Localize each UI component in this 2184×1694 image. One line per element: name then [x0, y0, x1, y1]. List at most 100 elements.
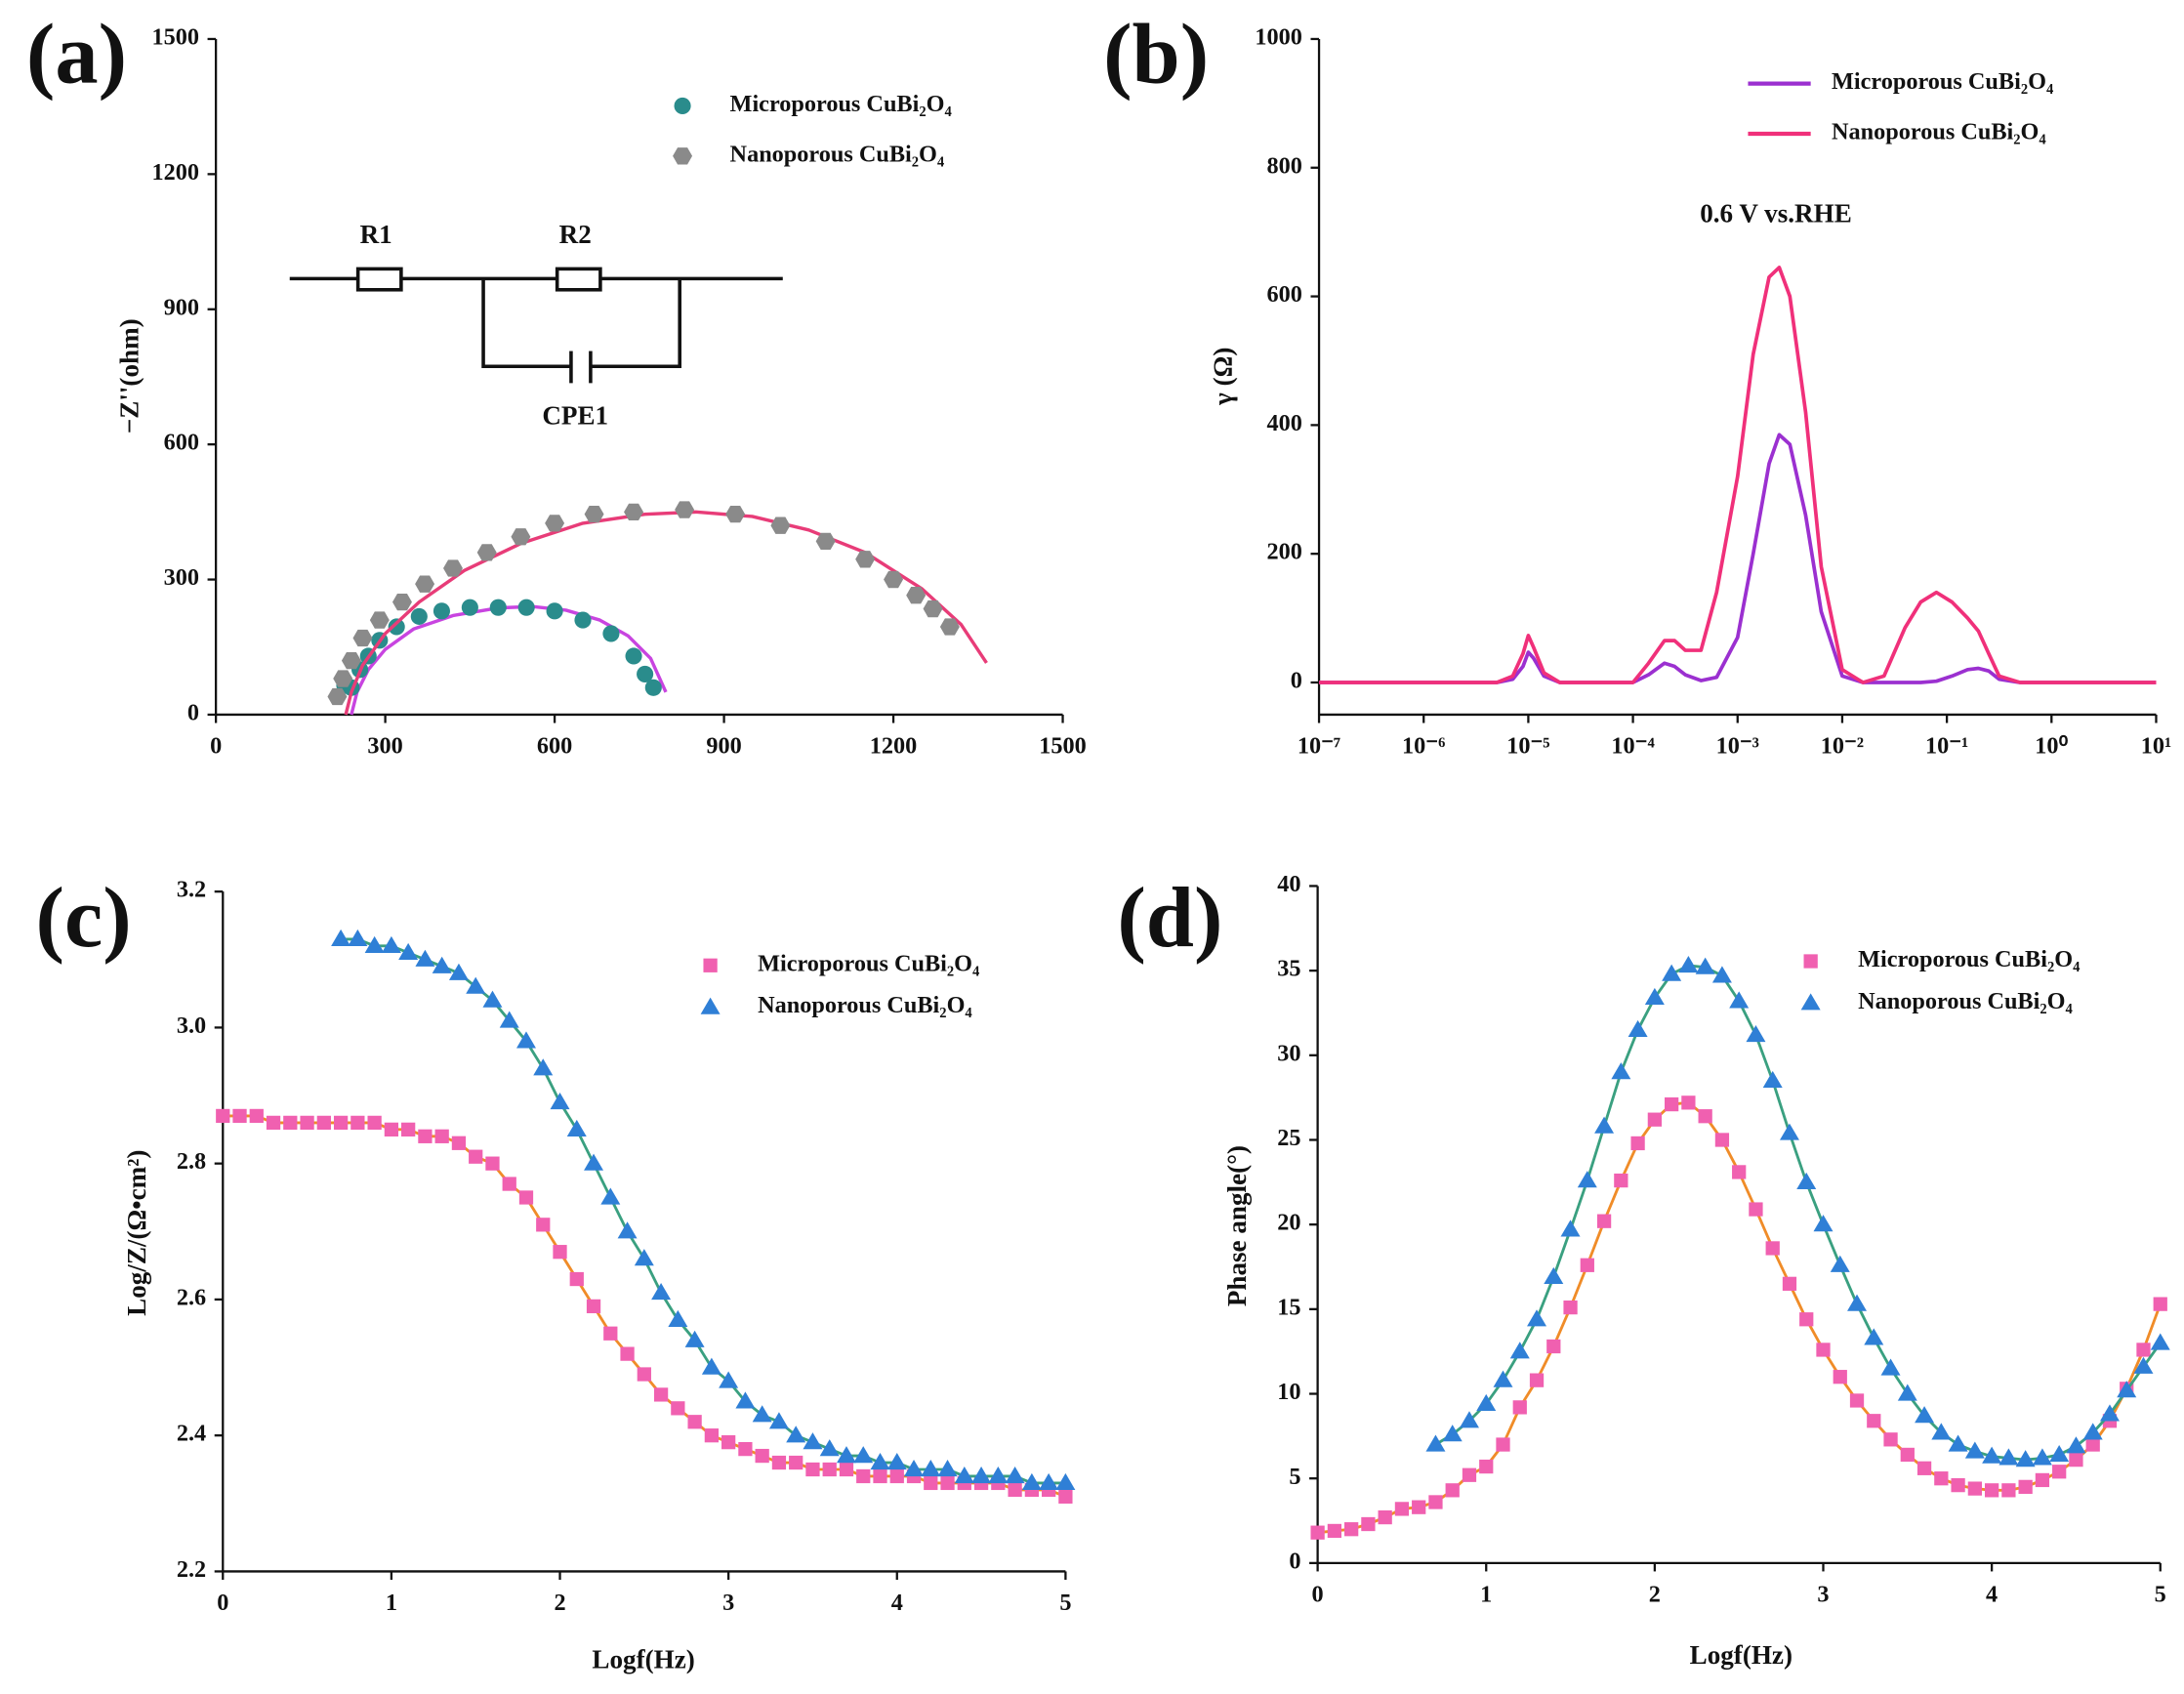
- marker: [482, 990, 503, 1008]
- marker: [432, 956, 452, 973]
- x-tick-label: 4: [1986, 1582, 1998, 1608]
- marker: [499, 1011, 519, 1028]
- marker: [1900, 1447, 1915, 1463]
- marker: [770, 516, 791, 534]
- marker: [433, 602, 451, 620]
- marker: [1967, 1481, 1982, 1496]
- marker: [1762, 1070, 1783, 1088]
- marker: [384, 1122, 399, 1136]
- marker: [855, 551, 876, 568]
- marker: [954, 1466, 974, 1484]
- marker: [517, 599, 535, 616]
- marker: [466, 976, 486, 994]
- marker: [1560, 1219, 1581, 1237]
- marker: [988, 1466, 1009, 1484]
- y-tick-label: 2.6: [177, 1284, 206, 1310]
- marker: [2133, 1356, 2154, 1374]
- marker: [752, 1405, 772, 1423]
- y-tick-label: 2.2: [177, 1556, 206, 1583]
- marker: [1630, 1136, 1645, 1151]
- marker: [1459, 1411, 1479, 1428]
- marker: [904, 1460, 925, 1477]
- marker: [1711, 966, 1732, 983]
- y-tick-label: 0: [187, 700, 199, 726]
- marker: [687, 1415, 702, 1429]
- x-tick-label: 0: [1312, 1582, 1324, 1608]
- x-tick-label: 900: [706, 733, 741, 760]
- panel-label: (c): [36, 870, 132, 966]
- marker: [418, 1129, 433, 1143]
- marker: [536, 1218, 551, 1232]
- marker: [701, 1357, 721, 1375]
- y-tick-label: 2.4: [177, 1421, 206, 1447]
- marker: [637, 1367, 651, 1382]
- marker: [602, 625, 620, 642]
- marker: [675, 501, 695, 518]
- marker: [1931, 1423, 1952, 1440]
- marker: [410, 607, 428, 625]
- x-tick-label: 0: [210, 733, 222, 760]
- marker: [1496, 1437, 1510, 1452]
- y-tick-label: 0: [1289, 1548, 1300, 1574]
- y-tick-label: 35: [1277, 956, 1300, 982]
- marker: [1310, 1525, 1325, 1540]
- y-tick-label: 1000: [1255, 24, 1301, 51]
- marker: [1479, 1459, 1494, 1474]
- marker: [546, 602, 563, 620]
- legend-label: Microporous CuBi₂O₄: [758, 950, 980, 976]
- marker: [803, 1432, 823, 1450]
- marker: [617, 1221, 638, 1239]
- marker: [1527, 1309, 1547, 1327]
- marker: [873, 1468, 887, 1484]
- marker: [511, 528, 531, 546]
- wire: [481, 278, 571, 369]
- panel-label: (d): [1117, 870, 1222, 966]
- marker: [1442, 1425, 1463, 1442]
- marker: [2150, 1333, 2170, 1350]
- marker: [600, 1187, 621, 1205]
- x-tick-label: 1: [386, 1590, 397, 1616]
- y-axis-label: Phase angle(°): [1222, 1145, 1252, 1306]
- y-tick-label: 300: [164, 564, 199, 591]
- marker: [1493, 1370, 1513, 1387]
- marker: [1813, 1215, 1834, 1232]
- marker: [489, 599, 507, 616]
- marker: [443, 559, 463, 577]
- marker: [937, 1460, 958, 1477]
- marker: [819, 1439, 840, 1457]
- marker: [1445, 1483, 1460, 1498]
- marker: [2052, 1465, 2067, 1479]
- marker: [886, 1453, 907, 1470]
- marker: [249, 1108, 264, 1124]
- marker: [1729, 991, 1750, 1009]
- y-tick-label: 15: [1277, 1294, 1300, 1320]
- marker: [853, 1446, 874, 1464]
- marker: [603, 1326, 618, 1341]
- marker: [1647, 1112, 1663, 1127]
- marker: [771, 1455, 787, 1470]
- marker: [283, 1115, 298, 1131]
- y-tick-label: 10: [1277, 1379, 1300, 1405]
- y-tick-label: 400: [1267, 410, 1302, 436]
- panel-label: (a): [26, 7, 127, 103]
- x-tick-label: 10⁰: [2035, 733, 2068, 760]
- x-tick-label: 600: [537, 733, 572, 760]
- x-tick-label: 10⁻³: [1716, 733, 1759, 760]
- marker: [348, 929, 368, 947]
- marker: [1883, 1432, 1898, 1447]
- marker: [637, 665, 654, 682]
- marker: [634, 1249, 654, 1266]
- marker: [671, 1401, 685, 1416]
- marker: [1695, 957, 1715, 974]
- marker: [1830, 1255, 1850, 1272]
- legend-marker: [674, 97, 691, 114]
- line: [1319, 433, 2157, 684]
- marker: [2153, 1297, 2167, 1311]
- marker: [1984, 1483, 1999, 1498]
- y-tick-label: 20: [1277, 1210, 1300, 1236]
- marker: [2117, 1381, 2137, 1398]
- marker: [884, 570, 904, 589]
- marker: [391, 593, 412, 611]
- x-tick-label: 2: [1649, 1582, 1661, 1608]
